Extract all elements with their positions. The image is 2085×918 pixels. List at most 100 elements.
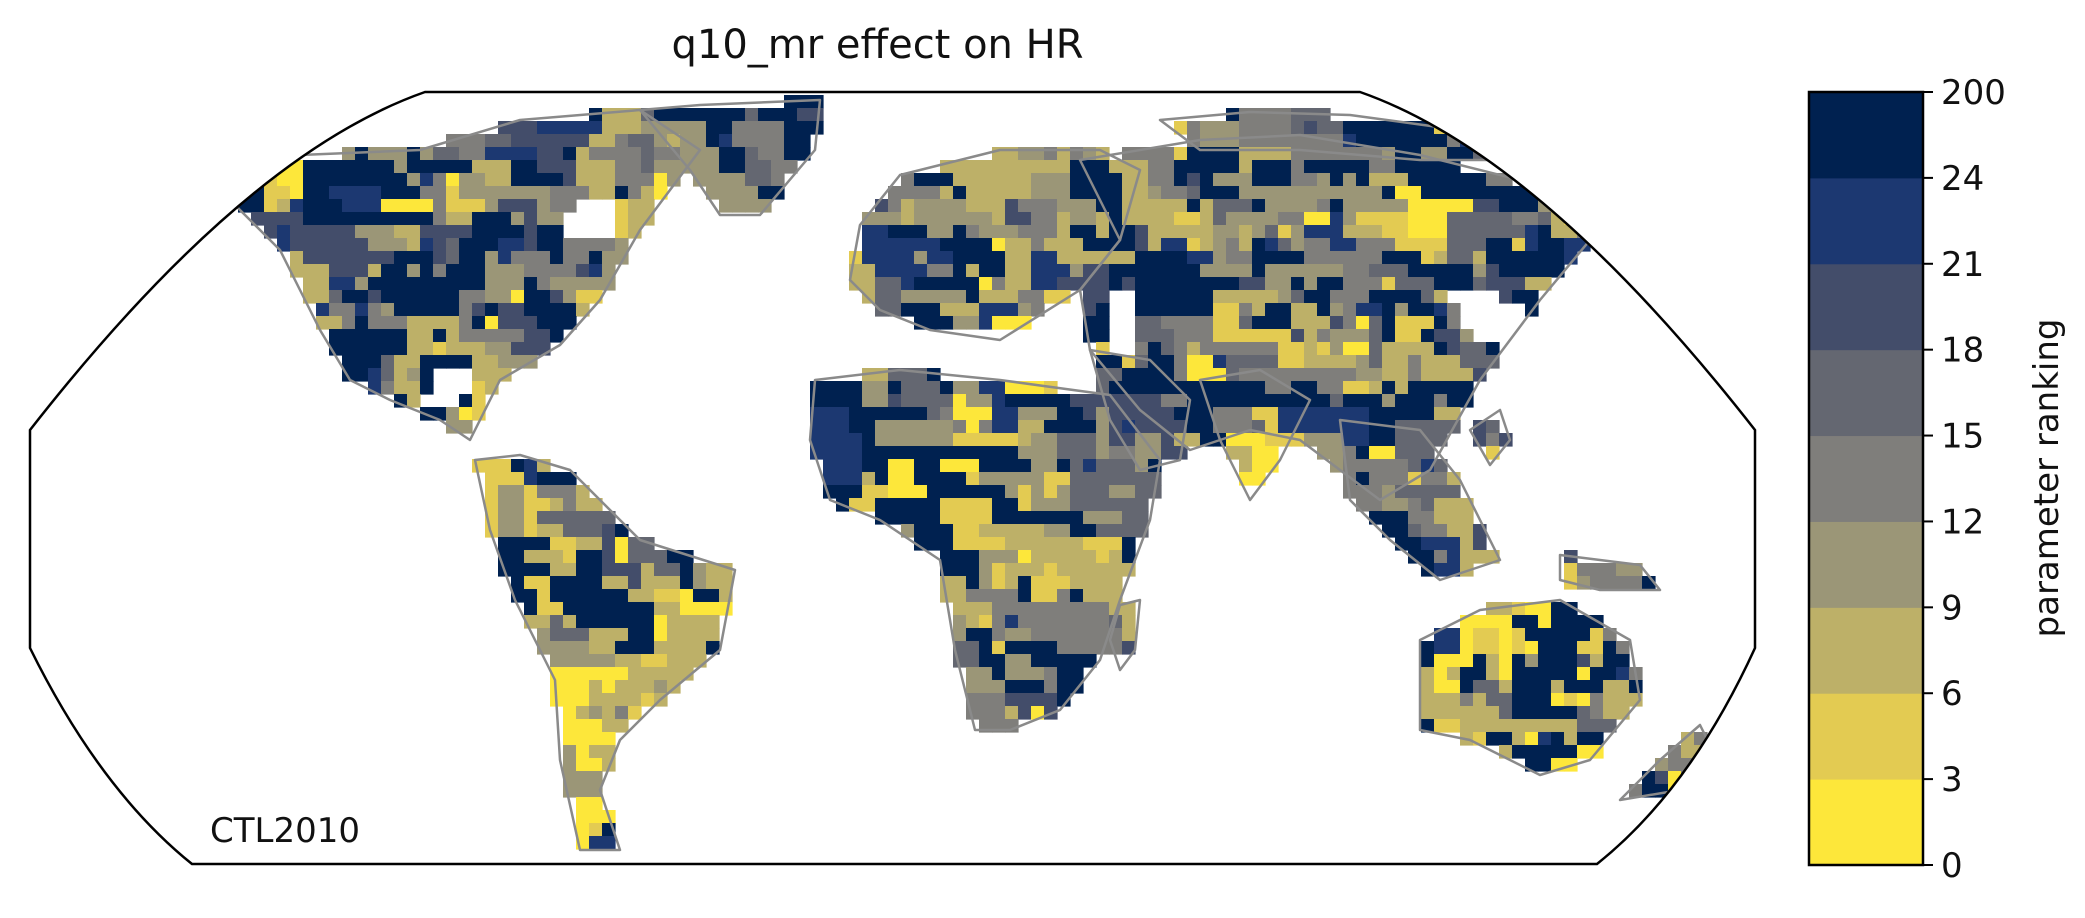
land-cell: [667, 550, 681, 564]
land-cell: [1083, 446, 1097, 460]
land-cell: [1603, 680, 1617, 694]
land-cell: [1330, 121, 1344, 135]
land-cell: [966, 615, 980, 629]
land-cell: [485, 225, 499, 239]
land-cell: [433, 160, 447, 174]
land-cell: [992, 576, 1006, 590]
land-cell: [1018, 394, 1032, 408]
land-cell: [550, 251, 564, 265]
land-cell: [966, 225, 980, 239]
land-cell: [1187, 277, 1201, 291]
land-cell: [446, 342, 460, 356]
land-cell: [1239, 433, 1253, 447]
land-cell: [875, 238, 889, 252]
land-cell: [550, 615, 564, 629]
land-cell: [1057, 433, 1071, 447]
land-cell: [1447, 368, 1461, 382]
land-cell: [979, 433, 993, 447]
land-cell: [1031, 524, 1045, 538]
land-cell: [1681, 745, 1695, 759]
land-cell: [394, 290, 408, 304]
land-cell: [563, 758, 577, 772]
land-cell: [1057, 667, 1071, 681]
land-cell: [901, 290, 915, 304]
land-cell: [1278, 121, 1292, 135]
colorbar-block: [1809, 693, 1923, 780]
land-cell: [1330, 446, 1344, 460]
land-cell: [1668, 758, 1682, 772]
land-cell: [1434, 706, 1448, 720]
colorbar-tick-label: 15: [1941, 417, 1984, 457]
land-cell: [1161, 199, 1175, 213]
land-cell: [1031, 446, 1045, 460]
land-cell: [1421, 550, 1435, 564]
land-cell: [979, 446, 993, 460]
land-cell: [1083, 641, 1097, 655]
land-cell: [576, 797, 590, 811]
land-cell: [1187, 303, 1201, 317]
land-cell: [290, 238, 304, 252]
land-cell: [394, 173, 408, 187]
land-cell: [979, 706, 993, 720]
land-cell: [1200, 264, 1214, 278]
land-cell: [1265, 316, 1279, 330]
land-cell: [1317, 264, 1331, 278]
land-cell: [1369, 355, 1383, 369]
land-cell: [784, 160, 798, 174]
land-cell: [355, 342, 369, 356]
land-cell: [706, 160, 720, 174]
land-cell: [1590, 654, 1604, 668]
land-cell: [1356, 472, 1370, 486]
land-cell: [446, 199, 460, 213]
land-cell: [1486, 732, 1500, 746]
land-cell: [1408, 225, 1422, 239]
land-cell: [1031, 537, 1045, 551]
land-cell: [1252, 381, 1266, 395]
land-cell: [888, 290, 902, 304]
land-cell: [537, 550, 551, 564]
land-cell: [875, 472, 889, 486]
land-cell: [836, 472, 850, 486]
land-cell: [1551, 615, 1565, 629]
land-cell: [1252, 433, 1266, 447]
land-cell: [433, 225, 447, 239]
land-cell: [1005, 199, 1019, 213]
land-cell: [1122, 498, 1136, 512]
land-cell: [836, 394, 850, 408]
land-cell: [472, 355, 486, 369]
land-cell: [589, 537, 603, 551]
land-cell: [1616, 680, 1630, 694]
land-cell: [1499, 251, 1513, 265]
land-cell: [927, 251, 941, 265]
land-cell: [693, 615, 707, 629]
land-cell: [1447, 667, 1461, 681]
land-cell: [1421, 355, 1435, 369]
land-cell: [433, 316, 447, 330]
land-cell: [1070, 628, 1084, 642]
land-cell: [1538, 745, 1552, 759]
land-cell: [368, 225, 382, 239]
land-cell: [1122, 251, 1136, 265]
land-cell: [784, 108, 798, 122]
land-cell: [1499, 628, 1513, 642]
land-cell: [498, 511, 512, 525]
land-cell: [589, 173, 603, 187]
land-cell: [1408, 173, 1422, 187]
land-cell: [1421, 693, 1435, 707]
land-cell: [1538, 719, 1552, 733]
land-cell: [888, 225, 902, 239]
land-cell: [589, 563, 603, 577]
land-cell: [1382, 186, 1396, 200]
land-cell: [1044, 576, 1058, 590]
land-cell: [1564, 680, 1578, 694]
land-cell: [862, 485, 876, 499]
land-cell: [992, 693, 1006, 707]
land-cell: [563, 134, 577, 148]
land-cell: [1187, 420, 1201, 434]
land-cell: [680, 602, 694, 616]
land-cell: [342, 264, 356, 278]
land-cell: [1421, 511, 1435, 525]
land-cell: [537, 238, 551, 252]
land-cell: [1538, 225, 1552, 239]
land-cell: [1018, 511, 1032, 525]
